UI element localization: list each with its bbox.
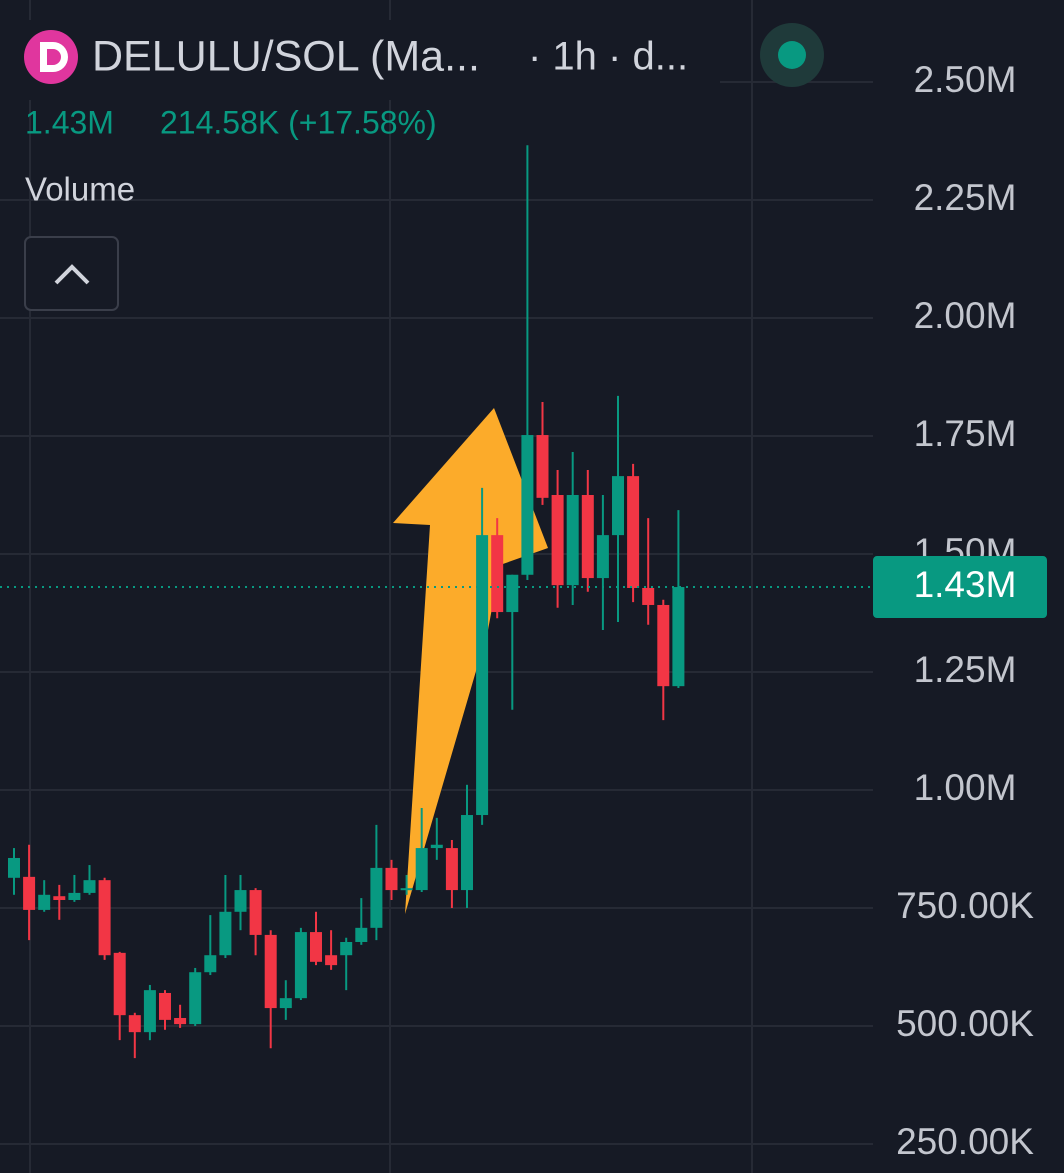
candle-body xyxy=(310,932,322,962)
candle-body xyxy=(385,867,398,891)
candle-body xyxy=(596,535,609,579)
candle-body xyxy=(370,867,383,928)
candle-body xyxy=(491,535,504,613)
candle-body xyxy=(113,952,126,1016)
candle-body xyxy=(627,476,640,588)
candle-body xyxy=(551,495,564,586)
candle-body xyxy=(445,848,458,891)
collapse-button-frame[interactable] xyxy=(24,236,119,311)
candle-body xyxy=(279,998,292,1009)
y-tick-label: 2.50M xyxy=(914,59,1017,100)
y-tick-label: 250.00K xyxy=(896,1121,1034,1162)
y-tick-label: 1.25M xyxy=(914,649,1017,690)
candle-body xyxy=(657,604,670,687)
candle-body xyxy=(174,1017,187,1025)
header-price: 1.43M xyxy=(25,104,114,140)
symbol: DELULU/SOL (Ma... xyxy=(92,32,480,80)
header: DELULU/SOL (Ma... · 1h · d... 1.43M 214.… xyxy=(0,20,824,311)
y-tick-label: 2.25M xyxy=(914,177,1017,218)
candle-body xyxy=(581,495,594,579)
grid xyxy=(0,0,873,1173)
candle-body xyxy=(159,992,171,1020)
candle-body xyxy=(536,435,549,498)
header-change: 214.58K (+17.58%) xyxy=(160,104,437,140)
candle-body xyxy=(23,876,36,910)
candle-body xyxy=(506,574,519,613)
candle-body xyxy=(204,955,217,973)
candle-body xyxy=(83,880,96,893)
y-tick-label: 2.00M xyxy=(914,295,1017,336)
candle-body xyxy=(234,890,247,912)
status-dot xyxy=(778,41,806,69)
candle-body xyxy=(68,892,81,900)
candle-body xyxy=(400,888,413,891)
candle-body xyxy=(642,587,655,605)
candle-body xyxy=(566,495,579,586)
candle-body xyxy=(340,941,353,956)
collapse-button[interactable] xyxy=(24,236,119,311)
y-tick-label: 1.75M xyxy=(914,413,1017,454)
last-price-label: 1.43M xyxy=(914,564,1017,605)
candle-body xyxy=(415,848,428,891)
candle-body xyxy=(355,927,368,942)
candle-body xyxy=(476,535,489,816)
candle-body xyxy=(325,955,338,966)
last-price-tag xyxy=(873,556,1047,619)
y-tick-label: 750.00K xyxy=(896,885,1034,926)
arrow-annotation xyxy=(393,408,548,914)
candle-body xyxy=(521,435,534,575)
y-tick-label: 500.00K xyxy=(896,1003,1034,1044)
candle-body xyxy=(249,890,262,935)
chevron-up xyxy=(54,264,90,285)
candle-body xyxy=(672,587,685,687)
candle-body xyxy=(98,880,111,956)
token-logo xyxy=(24,30,78,84)
candle-body xyxy=(264,934,277,1009)
candle-body xyxy=(143,990,156,1033)
candle-body xyxy=(53,896,66,900)
indicator-label[interactable]: Volume xyxy=(25,171,135,208)
header-bg xyxy=(0,20,720,100)
candle-body xyxy=(294,932,307,999)
interval: · 1h · d... xyxy=(528,35,688,79)
candles xyxy=(8,145,685,1059)
candle-body xyxy=(219,911,232,956)
candle-body xyxy=(430,844,443,849)
token-logo-glyph xyxy=(40,42,68,72)
candle-body xyxy=(128,1015,141,1033)
candle-body xyxy=(189,972,202,1025)
candle-body xyxy=(612,476,624,536)
y-tick-label: 1.00M xyxy=(914,767,1017,808)
candle-body xyxy=(461,815,473,891)
candle-body xyxy=(8,857,20,878)
overlay: 250.00K500.00K750.00K1.00M1.25M1.50M1.75… xyxy=(0,59,1047,1162)
candle-body xyxy=(38,894,51,910)
